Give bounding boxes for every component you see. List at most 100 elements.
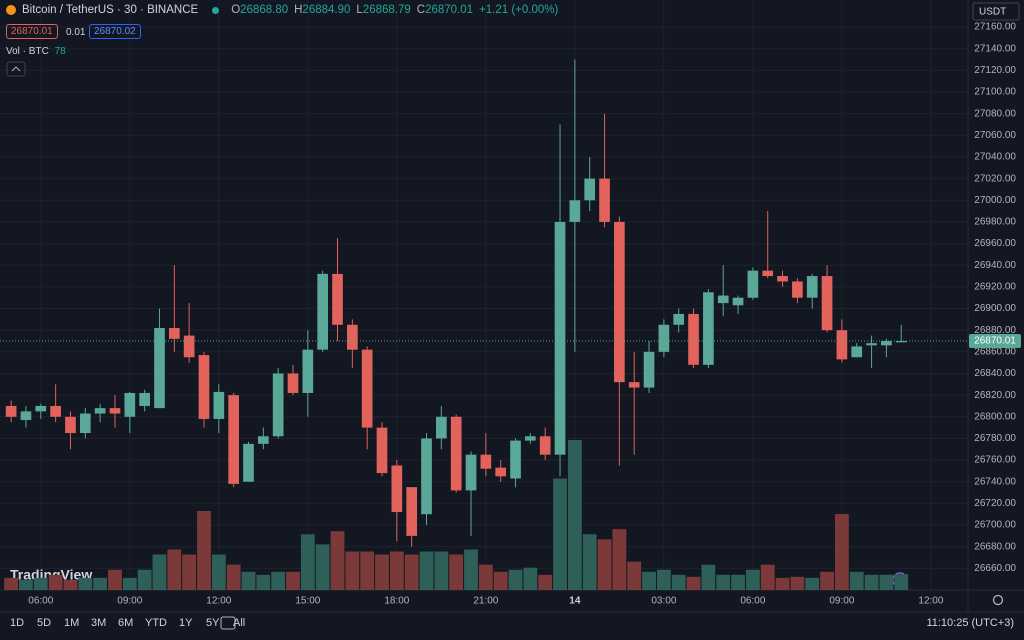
range-button[interactable]: 5Y [206,617,220,629]
volume-bar [834,513,849,590]
candle-body [198,355,210,419]
candle-body [688,313,699,365]
candle-body [406,487,418,536]
candle-body [213,391,225,419]
candle-body [703,292,714,365]
x-tick-label: 03:00 [651,596,676,607]
spread: 0.01 [66,27,86,38]
volume-label: Vol · BTC [6,46,49,57]
volume-bar [300,534,315,590]
range-button[interactable]: 1Y [179,617,193,629]
collapse-button[interactable] [6,61,26,77]
x-tick-label: 09:00 [117,596,142,607]
candle-body [480,454,492,469]
candle-body [643,351,655,388]
range-button[interactable]: All [233,617,246,629]
date-range-icon[interactable] [220,616,236,630]
y-tick-label: 26840.00 [974,368,1016,379]
ohlc-key: L [356,4,363,16]
y-tick-label: 26680.00 [974,541,1016,552]
y-tick-label: 26900.00 [974,303,1016,314]
candle-body [302,349,314,393]
change: +1.21 (+0.00%) [479,4,559,16]
y-tick-label: 26880.00 [974,325,1016,336]
y-tick-label: 26920.00 [974,282,1016,293]
y-tick-label: 26940.00 [974,260,1016,271]
range-button[interactable]: YTD [145,617,167,629]
volume-bar [152,554,167,590]
status-dot [212,6,220,14]
candle-body [168,328,180,339]
volume-bar [48,574,63,590]
volume-bar [167,549,182,590]
y-tick-label: 27080.00 [974,108,1016,119]
candle-body [569,200,581,222]
y-tick-label: 26800.00 [974,411,1016,422]
range-button[interactable]: 3M [91,617,107,629]
volume-bar [360,551,375,590]
volume-bar [790,576,805,590]
volume-bar [93,577,108,590]
candle-body [673,313,685,325]
y-tick-label: 27040.00 [974,152,1016,163]
volume-bar [345,551,360,590]
candles [5,59,907,547]
volume-bar [63,579,78,590]
price-axis-bg [968,0,1024,612]
candle-body [376,427,388,474]
y-tick-label: 26660.00 [974,563,1016,574]
x-tick-label: 12:00 [206,596,231,607]
candle-body [806,276,818,298]
range-button[interactable]: 5D [37,617,52,629]
range-button[interactable]: 6M [118,617,134,629]
volume-bar [286,571,300,590]
collapse-arrow [11,66,21,72]
currency-box[interactable] [972,2,1020,21]
candle-body [851,346,863,358]
candle-body [391,465,403,513]
x-tick-label: 21:00 [473,596,498,607]
y-tick-label: 27020.00 [974,173,1016,184]
volume-bar [434,551,449,590]
y-tick-label: 26860.00 [974,346,1016,357]
range-button[interactable]: 1D [10,617,25,629]
candle-body [65,416,76,434]
candle-body [228,395,239,484]
candle-body [257,436,269,444]
y-tick-label: 27060.00 [974,130,1016,141]
symbol: Bitcoin / TetherUS · 30 · BINANCE [22,4,199,16]
volume-bar [612,529,627,590]
candle-body [836,330,848,360]
candle-body [525,436,536,441]
ask[interactable]: 26870.02 [89,24,141,39]
y-tick-label: 26760.00 [974,455,1016,466]
volume-bar [671,574,686,590]
volume-bar [760,564,775,590]
volume-bar [642,571,656,590]
currency: USDT [979,7,1006,18]
settings-icon[interactable] [992,594,1004,606]
candle-body [287,373,299,393]
candle-body [20,411,32,421]
bid[interactable]: 26870.01 [6,24,58,39]
volume-bar [182,554,197,590]
volume-bar [389,551,404,590]
candle-body [717,295,729,304]
volume-bar [315,544,330,590]
candle-body [762,270,774,277]
x-tick-label: 09:00 [829,596,854,607]
candle-body [881,341,892,346]
volume-bar [78,577,93,590]
volume-bar [375,554,389,590]
volume-bar [849,571,864,590]
x-tick-label: 15:00 [295,596,320,607]
candle-body [35,405,47,412]
range-button[interactable]: 1M [64,617,80,629]
volume-bar [493,571,508,590]
ohlc-key: O [231,4,241,16]
candle-body [465,454,477,491]
ohlc: O26868.80 H26884.90 L26868.79 C26870.01 [225,4,473,16]
candle-body [436,416,447,439]
